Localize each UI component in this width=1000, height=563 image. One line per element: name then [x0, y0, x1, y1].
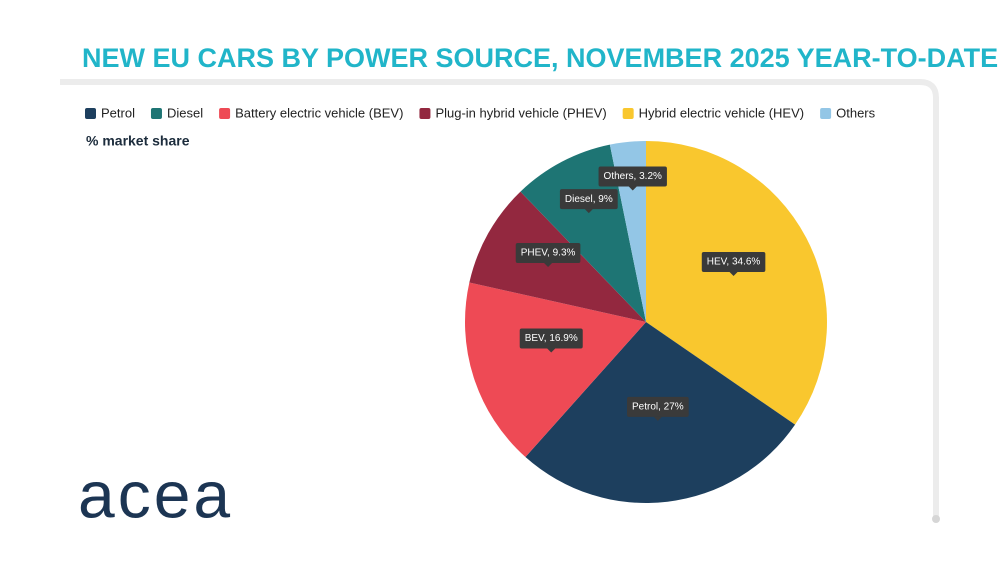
data-label-box [598, 166, 667, 187]
data-label-box [515, 242, 581, 263]
legend-label: Battery electric vehicle (BEV) [235, 105, 403, 120]
legend-label: Petrol [101, 105, 135, 120]
data-label-box [559, 189, 618, 210]
data-label: Diesel, 9% [559, 189, 618, 214]
data-label-box [519, 328, 583, 349]
data-label-box [701, 251, 766, 272]
data-label-text: Diesel, 9% [565, 194, 613, 205]
data-label-text: PHEV, 9.3% [521, 248, 576, 259]
data-label: BEV, 16.9% [519, 328, 583, 353]
data-label: PHEV, 9.3% [515, 242, 581, 267]
data-label-text: Others, 3.2% [604, 171, 662, 182]
data-label-text: BEV, 16.9% [525, 333, 578, 344]
pie-slice [520, 144, 646, 322]
pie-slice [464, 282, 646, 458]
data-label: Others, 3.2% [598, 166, 667, 191]
data-label-text: HEV, 34.6% [707, 257, 761, 268]
card-dot [932, 515, 940, 523]
data-label: HEV, 34.6% [701, 251, 766, 276]
legend-label: Hybrid electric vehicle (HEV) [639, 105, 804, 120]
chart-title: NEW EU CARS BY POWER SOURCE, NOVEMBER 20… [82, 43, 998, 73]
data-label-tail [729, 271, 738, 276]
legend-swatch [820, 108, 832, 119]
data-label-tail [653, 416, 662, 421]
data-label-text: Petrol, 27% [632, 401, 684, 412]
subtitle: % market share [86, 133, 190, 149]
legend-swatch [419, 108, 431, 119]
legend-label: Others [836, 105, 876, 120]
data-label-tail [547, 348, 556, 353]
data-label-tail [544, 262, 553, 267]
data-label-tail [628, 186, 637, 191]
data-label-box [627, 396, 689, 417]
legend-swatch [622, 108, 634, 119]
legend-swatch [219, 108, 231, 119]
legend-swatch [85, 108, 96, 119]
card-border [60, 79, 939, 520]
legend-label: Diesel [167, 105, 203, 120]
legend-swatch [150, 108, 162, 119]
data-label-tail [584, 209, 593, 214]
legend-label: Plug-in hybrid vehicle (PHEV) [435, 105, 606, 120]
pie-slice [646, 141, 827, 425]
data-label: Petrol, 27% [627, 396, 689, 421]
logo: acea [78, 457, 233, 531]
